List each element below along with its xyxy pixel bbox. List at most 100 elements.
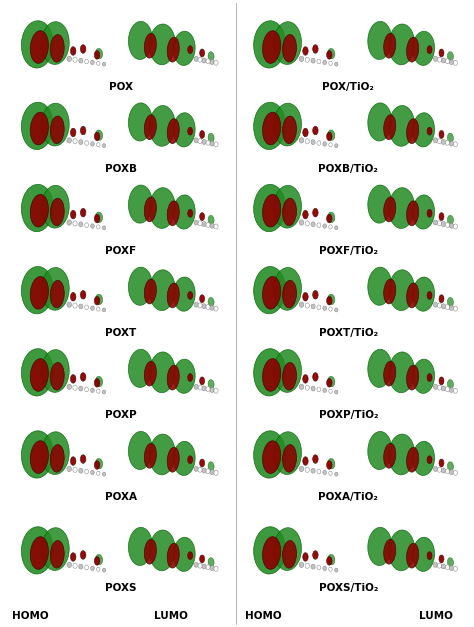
Ellipse shape <box>149 105 175 146</box>
Ellipse shape <box>317 565 321 570</box>
Ellipse shape <box>67 466 72 472</box>
Ellipse shape <box>96 554 102 565</box>
Ellipse shape <box>200 555 205 563</box>
Ellipse shape <box>412 277 435 311</box>
Ellipse shape <box>383 279 396 304</box>
Ellipse shape <box>441 58 446 63</box>
Ellipse shape <box>303 210 308 219</box>
Ellipse shape <box>328 48 335 59</box>
Ellipse shape <box>210 305 214 310</box>
Ellipse shape <box>305 57 310 62</box>
Ellipse shape <box>323 566 327 571</box>
Ellipse shape <box>214 306 218 311</box>
Ellipse shape <box>407 283 419 308</box>
Ellipse shape <box>446 565 449 570</box>
Ellipse shape <box>96 458 102 469</box>
Ellipse shape <box>50 34 64 62</box>
Ellipse shape <box>303 46 308 55</box>
Ellipse shape <box>283 116 297 144</box>
Ellipse shape <box>299 220 304 225</box>
Ellipse shape <box>433 466 438 472</box>
Ellipse shape <box>208 461 214 471</box>
Ellipse shape <box>30 359 48 391</box>
Ellipse shape <box>81 290 86 299</box>
Ellipse shape <box>328 458 335 469</box>
Ellipse shape <box>208 297 214 307</box>
Ellipse shape <box>446 305 449 310</box>
Ellipse shape <box>210 223 214 228</box>
Ellipse shape <box>81 455 86 463</box>
Ellipse shape <box>194 302 198 307</box>
Ellipse shape <box>313 551 318 559</box>
Ellipse shape <box>299 56 304 61</box>
Ellipse shape <box>305 385 310 390</box>
Ellipse shape <box>313 372 318 381</box>
Ellipse shape <box>208 133 214 142</box>
Ellipse shape <box>94 379 100 387</box>
Ellipse shape <box>335 568 338 572</box>
Ellipse shape <box>329 143 332 147</box>
Ellipse shape <box>328 554 335 565</box>
Ellipse shape <box>97 61 100 65</box>
Ellipse shape <box>368 431 392 470</box>
Ellipse shape <box>206 469 210 474</box>
Ellipse shape <box>438 467 442 472</box>
Ellipse shape <box>299 302 304 307</box>
Ellipse shape <box>427 292 432 299</box>
Ellipse shape <box>85 223 89 228</box>
Ellipse shape <box>327 557 332 565</box>
Ellipse shape <box>389 105 415 146</box>
Ellipse shape <box>202 386 206 391</box>
Ellipse shape <box>368 21 392 60</box>
Ellipse shape <box>194 56 198 61</box>
Ellipse shape <box>368 527 392 566</box>
Ellipse shape <box>30 537 48 569</box>
Ellipse shape <box>328 376 335 387</box>
Ellipse shape <box>71 456 76 465</box>
Ellipse shape <box>263 537 281 569</box>
Ellipse shape <box>433 56 438 61</box>
Ellipse shape <box>102 568 106 572</box>
Ellipse shape <box>79 386 83 391</box>
Ellipse shape <box>317 59 321 64</box>
Ellipse shape <box>327 461 332 469</box>
Ellipse shape <box>441 564 446 569</box>
Ellipse shape <box>200 49 205 57</box>
Ellipse shape <box>327 51 332 59</box>
Ellipse shape <box>305 221 310 226</box>
Ellipse shape <box>407 201 419 226</box>
Ellipse shape <box>91 566 94 571</box>
Ellipse shape <box>254 184 285 232</box>
Ellipse shape <box>79 140 83 145</box>
Ellipse shape <box>85 387 89 392</box>
Ellipse shape <box>50 445 64 472</box>
Ellipse shape <box>21 21 53 68</box>
Ellipse shape <box>389 434 415 475</box>
Ellipse shape <box>202 468 206 473</box>
Ellipse shape <box>173 113 195 147</box>
Ellipse shape <box>200 377 205 385</box>
Ellipse shape <box>446 223 449 228</box>
Ellipse shape <box>449 305 454 310</box>
Ellipse shape <box>97 143 100 147</box>
Ellipse shape <box>447 133 454 142</box>
Ellipse shape <box>94 214 100 223</box>
Ellipse shape <box>335 390 338 394</box>
Ellipse shape <box>328 212 335 223</box>
Ellipse shape <box>441 386 446 391</box>
Ellipse shape <box>263 112 281 145</box>
Ellipse shape <box>389 352 415 393</box>
Ellipse shape <box>407 447 419 472</box>
Ellipse shape <box>323 470 327 475</box>
Ellipse shape <box>167 37 179 62</box>
Ellipse shape <box>449 223 454 228</box>
Ellipse shape <box>368 103 392 141</box>
Ellipse shape <box>79 304 83 309</box>
Ellipse shape <box>313 455 318 463</box>
Ellipse shape <box>383 197 396 222</box>
Ellipse shape <box>214 224 218 229</box>
Ellipse shape <box>283 540 297 568</box>
Ellipse shape <box>202 58 206 63</box>
Ellipse shape <box>311 468 315 473</box>
Text: POXS: POXS <box>105 583 137 593</box>
